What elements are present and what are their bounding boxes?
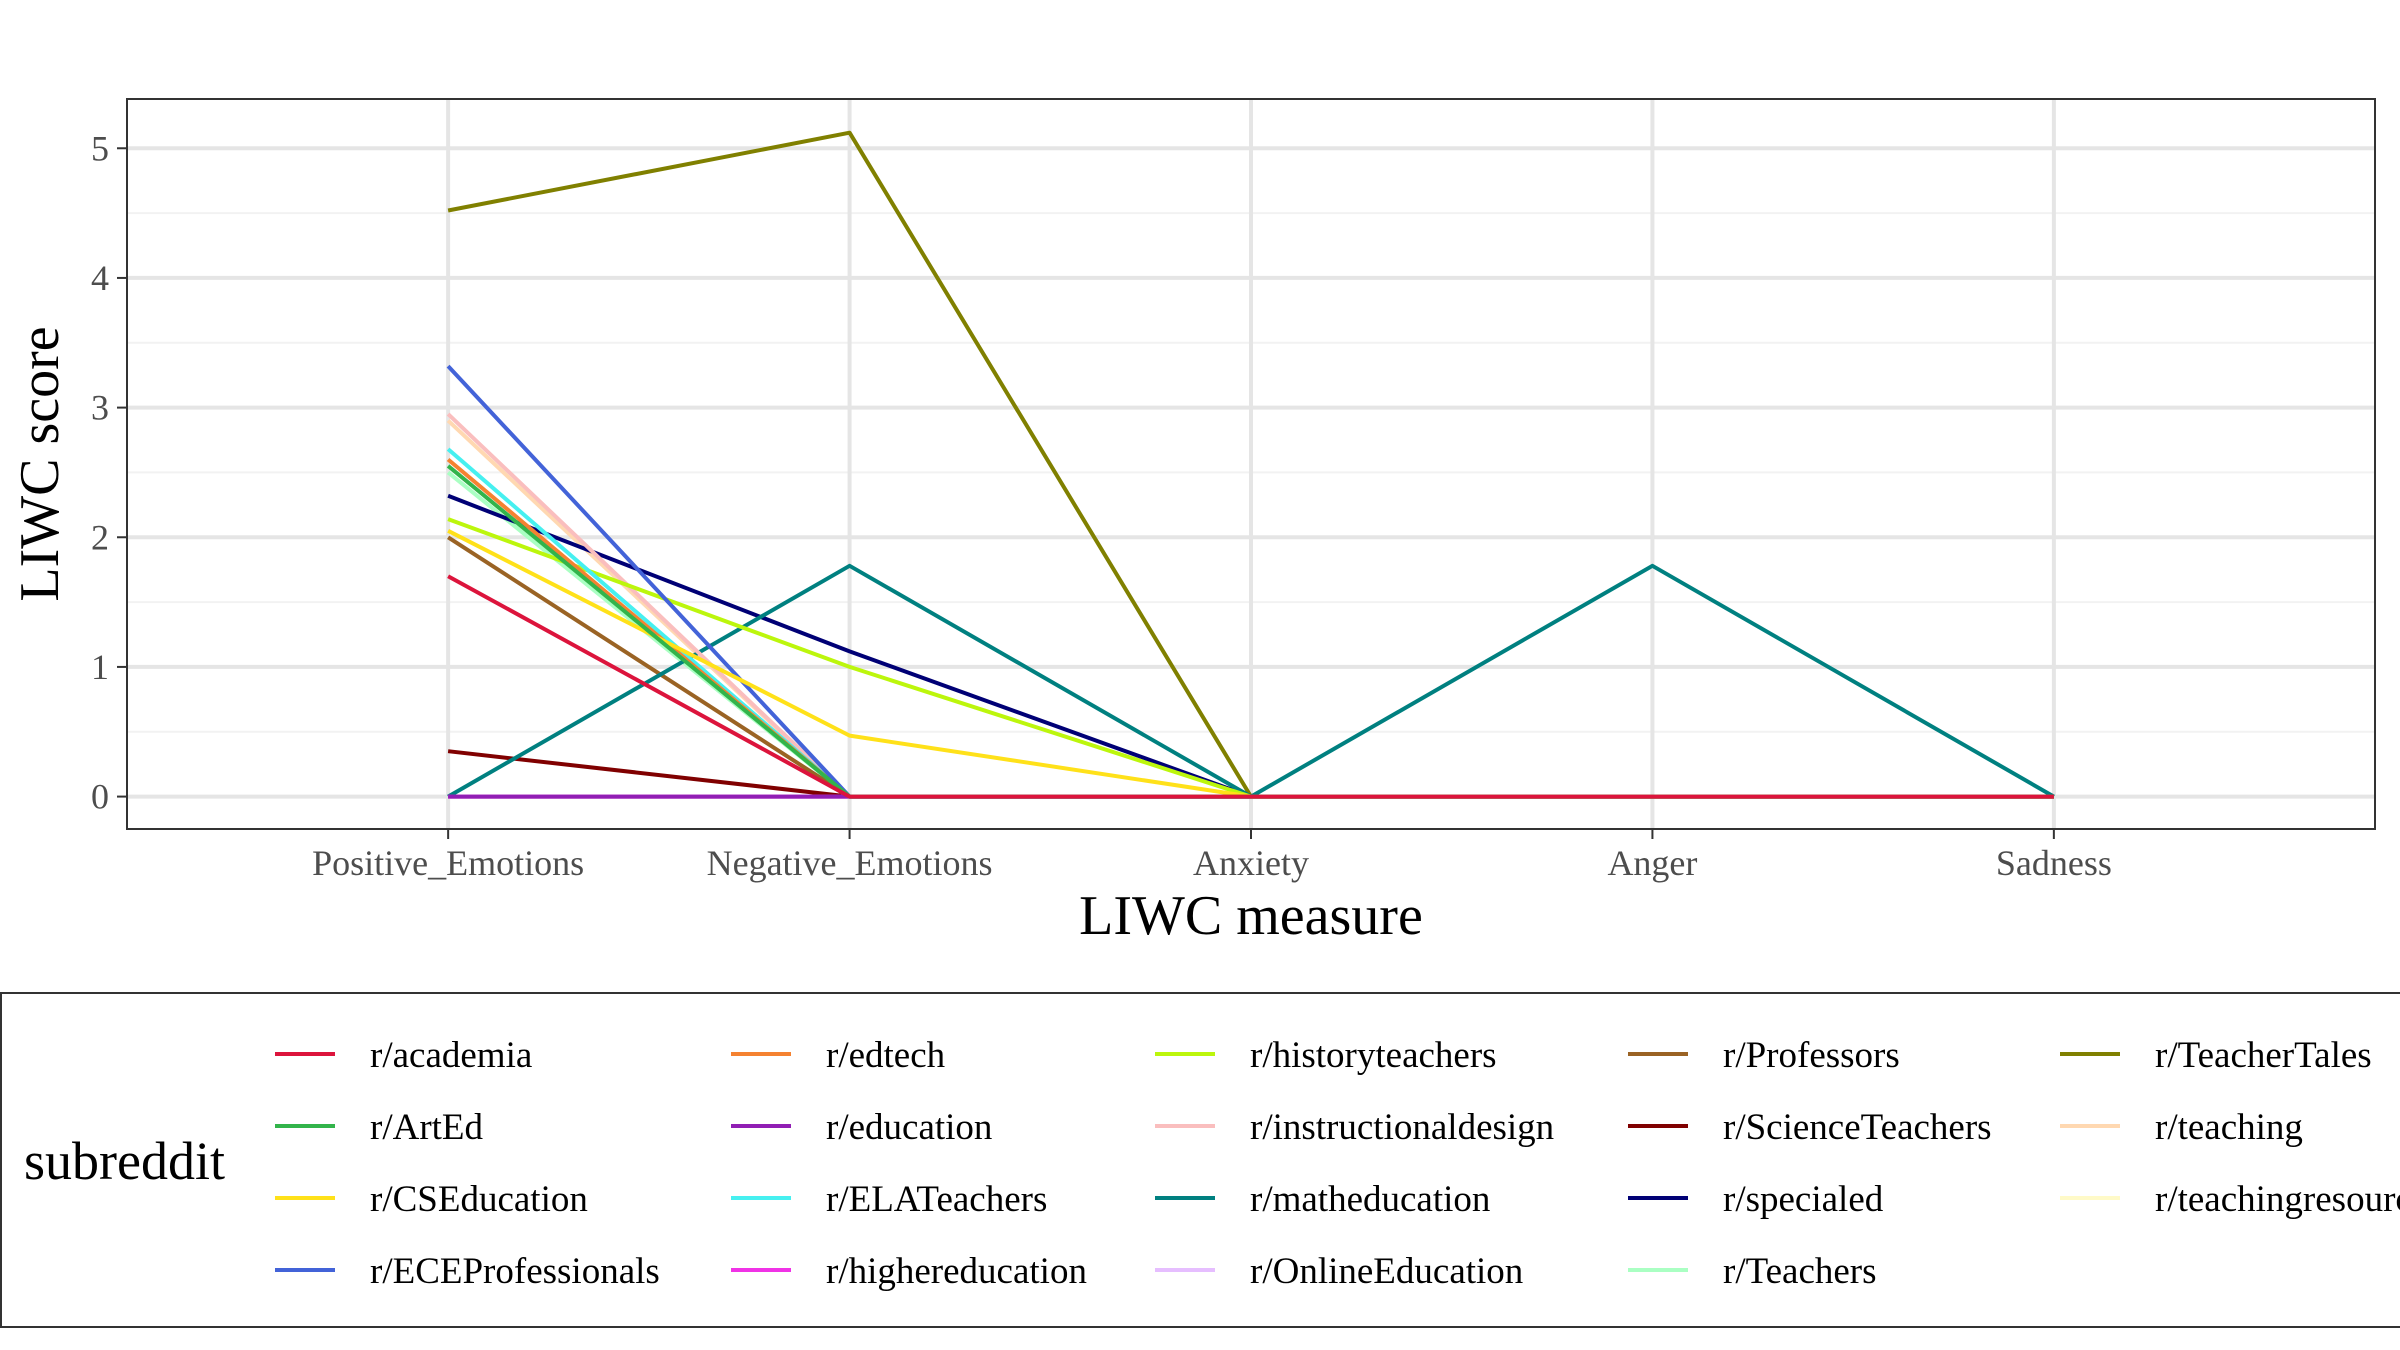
legend-item-specialed: r/specialed xyxy=(1628,1179,1884,1220)
x-tick-label: Sadness xyxy=(1996,843,2112,883)
legend-item-teaching: r/teaching xyxy=(2060,1107,2303,1148)
legend-item-eceprofessionals: r/ECEProfessionals xyxy=(275,1251,660,1292)
legend-label: r/Teachers xyxy=(1723,1251,1877,1292)
legend-item-instructionaldesign: r/instructionaldesign xyxy=(1155,1107,1554,1148)
legend-item-teachers: r/Teachers xyxy=(1628,1251,1877,1292)
legend-item-cseducation: r/CSEducation xyxy=(275,1179,588,1220)
x-axis-title: LIWC measure xyxy=(1079,885,1423,947)
legend-label: r/education xyxy=(826,1107,992,1148)
x-tick-label: Anger xyxy=(1607,843,1697,883)
legend-label: r/specialed xyxy=(1723,1179,1884,1220)
x-axis-ticks: Positive_Emotions Negative_Emotions Anxiet… xyxy=(312,829,2112,883)
legend-item-edtech: r/edtech xyxy=(731,1035,946,1076)
legend-label: r/TeacherTales xyxy=(2155,1035,2372,1076)
legend-label: r/OnlineEducation xyxy=(1250,1251,1523,1292)
series-lines xyxy=(446,130,2055,799)
legend-item-onlineeducation: r/OnlineEducation xyxy=(1155,1251,1523,1292)
legend-label: r/CSEducation xyxy=(370,1179,588,1220)
legend-item-scienceteachers: r/ScienceTeachers xyxy=(1628,1107,1992,1148)
legend-item-historyteachers: r/historyteachers xyxy=(1155,1035,1497,1076)
legend-item-matheducation: r/matheducation xyxy=(1155,1179,1490,1220)
x-tick-label: Positive_Emotions xyxy=(312,843,584,883)
legend-item-arted: r/ArtEd xyxy=(275,1107,484,1148)
x-tick-label: Negative_Emotions xyxy=(707,843,993,883)
legend-label: r/ELATeachers xyxy=(826,1179,1047,1220)
y-tick-label: 2 xyxy=(91,517,109,557)
legend-label: r/instructionaldesign xyxy=(1250,1107,1554,1148)
series-line-academia xyxy=(447,574,2054,799)
y-tick-label: 1 xyxy=(91,647,109,687)
legend-label: r/teachingresources xyxy=(2155,1179,2400,1220)
legend-label: r/ScienceTeachers xyxy=(1723,1107,1992,1148)
legend-title: subreddit xyxy=(24,1131,225,1191)
y-tick-label: 5 xyxy=(91,128,109,168)
legend-label: r/Professors xyxy=(1723,1035,1900,1076)
y-axis-ticks: 0 1 2 3 4 5 xyxy=(91,128,127,817)
legend-label: r/historyteachers xyxy=(1250,1035,1497,1076)
legend-item-education: r/education xyxy=(731,1107,992,1148)
y-axis-title: LIWC score xyxy=(9,326,71,601)
legend-item-teachingresources: r/teachingresources xyxy=(2060,1179,2400,1220)
x-tick-label: Anxiety xyxy=(1193,843,1309,883)
legend-label: r/ECEProfessionals xyxy=(370,1251,660,1292)
legend-label: r/matheducation xyxy=(1250,1179,1490,1220)
y-tick-label: 3 xyxy=(91,388,109,428)
y-tick-label: 4 xyxy=(91,258,109,298)
legend-label: r/teaching xyxy=(2155,1107,2303,1148)
legend-item-professors: r/Professors xyxy=(1628,1035,1900,1076)
legend-label: r/academia xyxy=(370,1035,532,1076)
legend-label: r/ArtEd xyxy=(370,1107,484,1148)
legend-label: r/edtech xyxy=(826,1035,946,1076)
y-tick-label: 0 xyxy=(91,777,109,817)
legend-item-teachertales: r/TeacherTales xyxy=(2060,1035,2372,1076)
legend-label: r/highereducation xyxy=(826,1251,1087,1292)
legend-item-highereducation: r/highereducation xyxy=(731,1251,1087,1292)
legend-items: r/academia r/ArtEd r/CSEducation r/ECEProfe… xyxy=(275,1035,2400,1292)
legend-item-academia: r/academia xyxy=(275,1035,532,1076)
legend-item-elateachers: r/ELATeachers xyxy=(731,1179,1047,1220)
legend-box xyxy=(0,992,2400,1328)
